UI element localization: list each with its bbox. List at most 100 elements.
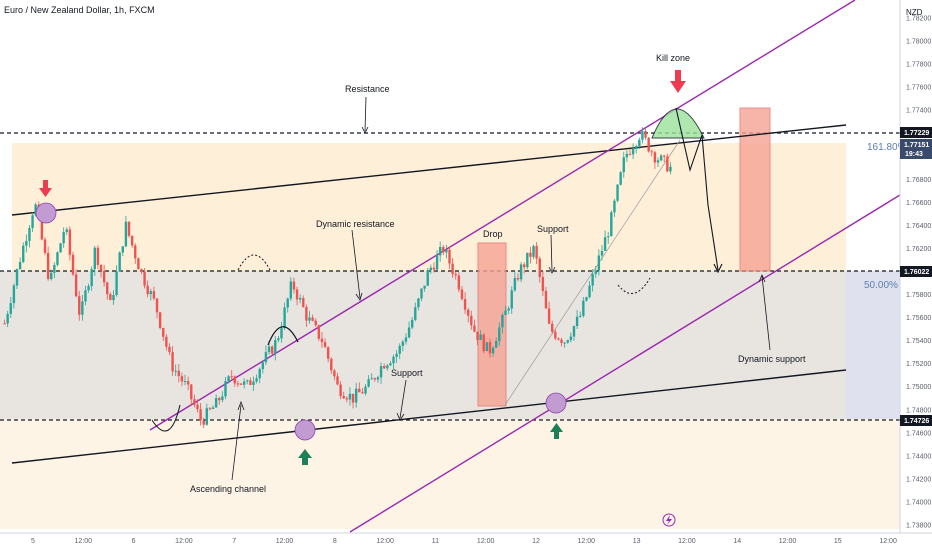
candle-body [236, 383, 240, 385]
candle-body [498, 327, 501, 341]
candle-body [9, 303, 12, 314]
candle-body [208, 408, 212, 410]
candle-body [280, 328, 283, 339]
candle-body [551, 323, 554, 332]
candle-body [252, 381, 255, 385]
candle-body [168, 346, 171, 353]
candle-body [563, 342, 566, 344]
price-tag-low-bg [900, 415, 932, 426]
candle-body [435, 255, 439, 270]
candle-body [485, 342, 489, 352]
time-axis[interactable]: 5 12:00 6 12:00 7 12:00 8 12:00 11 12:00 12 12:00 13… [0, 532, 932, 545]
candle-body [659, 155, 663, 161]
price-tick-label: 1.77800 [906, 62, 931, 69]
candle-body [426, 270, 429, 286]
candle-body [289, 281, 293, 299]
candle-body [56, 252, 59, 265]
candle-body [532, 245, 535, 257]
price-tick-label: 1.74400 [906, 453, 931, 460]
label-drop: Drop [483, 229, 503, 239]
candle-body [522, 264, 526, 268]
fib-band-lower [0, 419, 900, 529]
time-tick-label: 6 [132, 538, 136, 545]
candle-body [255, 378, 258, 382]
candle-body [463, 299, 467, 310]
price-tick-label: 1.75000 [906, 384, 931, 391]
candle-body [429, 267, 433, 271]
time-tick-label: 12:00 [678, 538, 696, 545]
arrow-up-icon [298, 449, 312, 465]
candle-body [224, 381, 227, 397]
candle-body [311, 317, 314, 321]
candle-body [180, 376, 184, 382]
candle-body [93, 247, 96, 270]
time-tick-label: 12:00 [75, 538, 93, 545]
label-kill-zone: Kill zone [656, 53, 690, 63]
candle-body [112, 295, 115, 301]
label-ascending-channel: Ascending channel [190, 484, 266, 494]
candle-body [488, 342, 492, 354]
candle-body [575, 316, 579, 327]
price-tag-current: 1.77151 [904, 142, 929, 149]
candle-body [653, 152, 657, 163]
candle-body [410, 319, 414, 328]
candle-body [314, 320, 317, 326]
candle-body [544, 290, 548, 309]
candle-body [330, 358, 333, 371]
label-resistance: Resistance [345, 84, 390, 94]
candle-body [507, 308, 510, 311]
candle-body [96, 247, 100, 265]
candle-body [115, 271, 118, 296]
time-tick-label: 15 [834, 538, 842, 545]
arc-right-dashed [617, 277, 651, 294]
candle-body [298, 298, 302, 300]
lightning-icon[interactable] [662, 513, 676, 527]
candle-body [246, 380, 249, 382]
candle-body [15, 269, 19, 286]
candle-body [460, 289, 464, 300]
price-axis[interactable]: 1.78200 1.78000 1.77800 1.77600 1.77400 1.772… [899, 0, 932, 533]
candle-body [205, 408, 209, 425]
candle-body [320, 338, 324, 343]
candle-body [102, 270, 106, 283]
candle-body [516, 277, 520, 280]
price-tick-label: 1.74200 [906, 476, 931, 483]
candle-body [183, 381, 187, 383]
target-zone [739, 107, 771, 272]
candle-body [308, 317, 311, 321]
candle-body [656, 160, 660, 163]
candle-body [591, 273, 594, 286]
arrow-down-icon [670, 70, 686, 93]
candle-body [594, 270, 597, 274]
label-support-bottom: Support [391, 368, 423, 378]
candle-body [118, 252, 121, 272]
label-dynamic-resistance: Dynamic resistance [316, 219, 395, 229]
currency-label[interactable]: NZD [906, 8, 923, 17]
candle-body [647, 137, 650, 152]
candle-body [127, 221, 131, 236]
candle-body [305, 307, 308, 321]
fib-label-50: 50.00% [864, 280, 898, 291]
candle-body [582, 300, 585, 316]
candle-body [432, 267, 436, 270]
candle-body [473, 325, 476, 332]
candle-body [152, 291, 156, 299]
candle-body [510, 290, 513, 309]
price-tag-current-bg [900, 139, 932, 159]
time-tick-label: 12:00 [779, 538, 797, 545]
candle-body [149, 291, 153, 295]
candle-body [258, 369, 261, 379]
candle-body [342, 396, 345, 399]
candle-body [379, 366, 383, 378]
candle-body [572, 326, 576, 337]
candle-body [423, 285, 426, 289]
candle-body [214, 397, 218, 408]
candle-body [622, 157, 625, 173]
label-support-top: Support [537, 224, 569, 234]
candle-body [414, 307, 417, 320]
fib-band-upper-right [846, 143, 900, 271]
candle-body [541, 277, 545, 291]
candle-body [31, 215, 34, 229]
price-tick-label: 1.74800 [906, 407, 931, 414]
